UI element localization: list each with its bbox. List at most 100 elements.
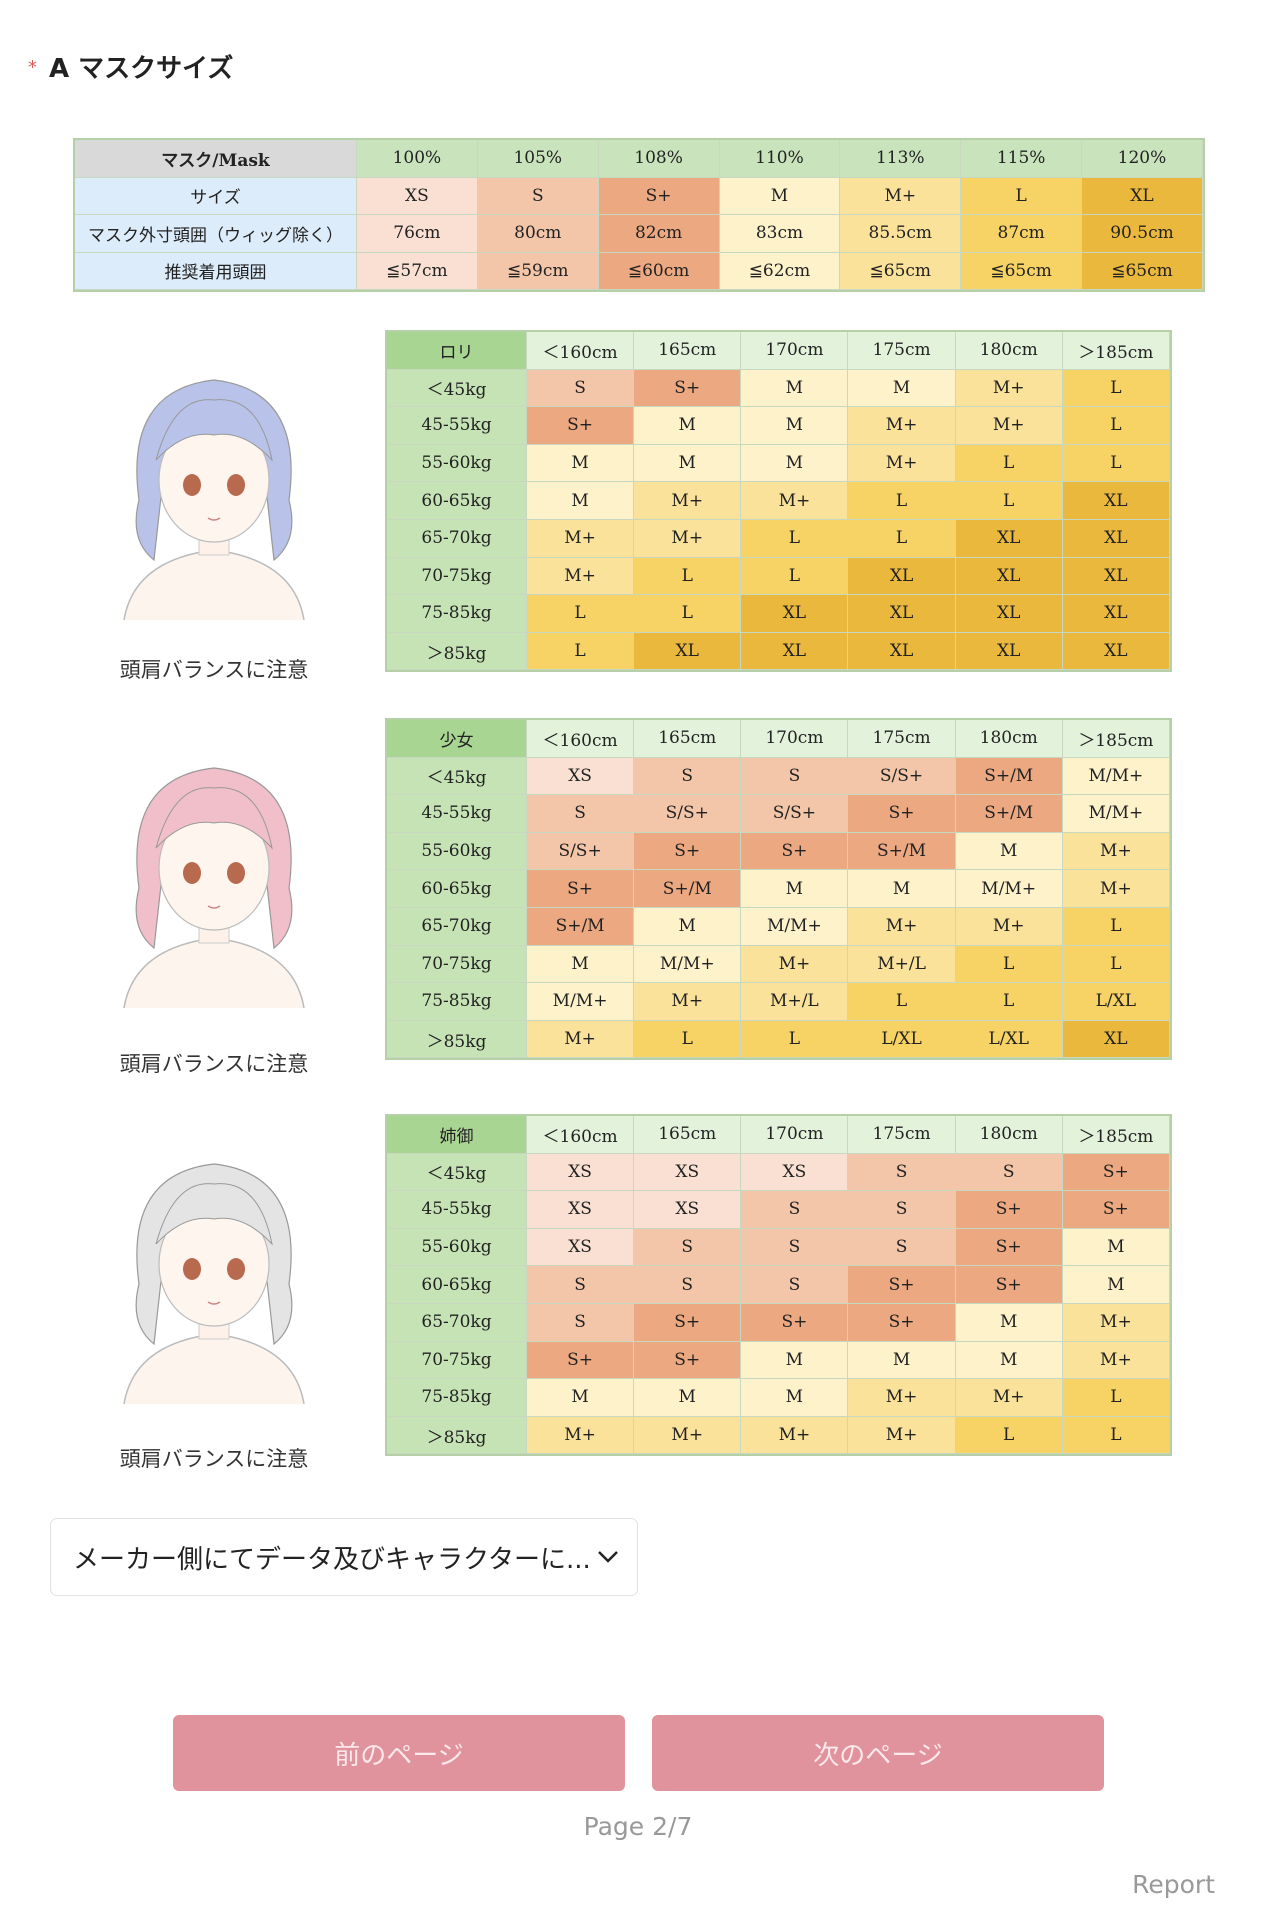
size-cell: M+ bbox=[955, 369, 1063, 408]
size-cell: XL bbox=[634, 632, 742, 671]
size-cell: M bbox=[741, 369, 849, 408]
chart-row: 45-55kg S S/S+ S/S+ S+ S+/M M/M+ bbox=[387, 795, 1170, 833]
dropdown-text: メーカー側にてデータ及びキャラクターに... bbox=[73, 1544, 591, 1575]
size-cell: M+ bbox=[741, 482, 849, 520]
row-header: 45-55kg bbox=[387, 407, 527, 445]
size-cell: S+ bbox=[848, 1303, 956, 1342]
chevron bbox=[597, 1551, 618, 1563]
size-cell: L bbox=[1062, 1379, 1170, 1417]
dropdown[interactable]: メーカー側にてデータ及びキャラクターに... bbox=[50, 1518, 638, 1596]
size-cell: XS bbox=[634, 1191, 742, 1229]
size-cell: S+ bbox=[1062, 1153, 1170, 1192]
size-cell: M bbox=[955, 1303, 1063, 1342]
size-cell: L bbox=[955, 482, 1063, 520]
size-cell: S bbox=[634, 1266, 742, 1304]
size-cell: L/XL bbox=[848, 1020, 956, 1059]
size-cell: M+ bbox=[840, 177, 962, 215]
size-cell: L bbox=[848, 519, 956, 558]
caption: 頭肩バランスに注意 bbox=[119, 1447, 309, 1471]
size-cell: L bbox=[1062, 1416, 1170, 1455]
chart-row: 75-85kg M M M M+ M+ L bbox=[387, 1379, 1170, 1417]
required-mark: * bbox=[28, 57, 37, 78]
column-header: 180cm bbox=[955, 720, 1063, 758]
size-cell: XL bbox=[1062, 557, 1170, 596]
size-cell: 83cm bbox=[719, 215, 841, 253]
size-cell: L bbox=[634, 1020, 742, 1059]
row-header: 65-70kg bbox=[387, 519, 527, 558]
corner-cell: ロリ bbox=[387, 332, 527, 370]
size-cell: M+ bbox=[634, 519, 742, 558]
size-cell: XL bbox=[1062, 1020, 1170, 1059]
size-cell: S bbox=[741, 1266, 849, 1304]
size-cell: M/M+ bbox=[527, 983, 635, 1021]
size-cell: ≦57cm bbox=[357, 252, 478, 290]
size-cell: S bbox=[848, 1153, 956, 1192]
chart-row: 70-75kg M M/M+ M+ M+/L L L bbox=[387, 945, 1170, 984]
row-header: 65-70kg bbox=[387, 907, 527, 946]
column-header: 165cm bbox=[634, 720, 742, 758]
size-cell: 80cm bbox=[477, 215, 599, 253]
size-cell: 82cm bbox=[598, 215, 720, 253]
character-portrait bbox=[123, 1163, 305, 1404]
size-cell: S+ bbox=[527, 1341, 635, 1380]
header-cell: 108% bbox=[598, 140, 720, 178]
size-cell: S+ bbox=[634, 369, 742, 408]
corner-cell: 姉御 bbox=[387, 1116, 527, 1154]
column-header: ＜160cm bbox=[527, 332, 635, 370]
column-header: ＜160cm bbox=[527, 1116, 635, 1154]
size-cell: ≦65cm bbox=[1082, 252, 1203, 290]
size-cell: S+/M bbox=[634, 870, 742, 908]
size-cell: M bbox=[1062, 1266, 1170, 1304]
chart-row: 75-85kg M/M+ M+ M+/L L L L/XL bbox=[387, 983, 1170, 1021]
character-portrait bbox=[123, 767, 305, 1008]
row-header: 55-60kg bbox=[387, 1228, 527, 1267]
prev-button[interactable]: 前のページ bbox=[173, 1715, 625, 1791]
size-cell: M+ bbox=[848, 1379, 956, 1417]
size-cell: ≦60cm bbox=[598, 252, 720, 290]
column-header: 170cm bbox=[741, 720, 849, 758]
size-cell: S+ bbox=[741, 1303, 849, 1342]
size-cell: L bbox=[741, 1020, 849, 1059]
size-cell: M+ bbox=[741, 1416, 849, 1455]
report-link[interactable]: Report bbox=[1132, 1870, 1215, 1899]
size-cell: S bbox=[634, 757, 742, 796]
size-cell: M+ bbox=[1062, 870, 1170, 908]
size-cell: M+ bbox=[527, 557, 635, 596]
row-header: 70-75kg bbox=[387, 945, 527, 984]
size-chart: 姉御 ＜160cm 165cm 170cm 175cm 180cm ＞185cm ＜45kg X… bbox=[385, 1114, 1172, 1457]
size-cell: M+ bbox=[955, 907, 1063, 946]
row-header: ＞85kg bbox=[387, 1416, 527, 1455]
row-header: 45-55kg bbox=[387, 795, 527, 833]
chart-row: 70-75kg S+ S+ M M M M+ bbox=[387, 1341, 1170, 1380]
row-header: 60-65kg bbox=[387, 482, 527, 520]
row-header: 60-65kg bbox=[387, 870, 527, 908]
column-header: 175cm bbox=[848, 1116, 956, 1154]
size-cell: XL bbox=[1062, 519, 1170, 558]
size-cell: S bbox=[741, 757, 849, 796]
size-cell: M+ bbox=[1062, 1341, 1170, 1380]
size-cell: S bbox=[741, 1228, 849, 1267]
size-cell: L bbox=[527, 632, 635, 671]
pager: Page 2/7 bbox=[583, 1812, 693, 1841]
next-button[interactable]: 次のページ bbox=[652, 1715, 1104, 1791]
size-cell: ≦59cm bbox=[477, 252, 599, 290]
caption: 頭肩バランスに注意 bbox=[119, 1052, 309, 1076]
size-cell: M bbox=[527, 444, 635, 483]
size-cell: S+/M bbox=[955, 757, 1063, 796]
size-cell: XL bbox=[1062, 482, 1170, 520]
size-cell: XL bbox=[741, 632, 849, 671]
corner-cell: 少女 bbox=[387, 720, 527, 758]
header-cell: 113% bbox=[840, 140, 962, 178]
size-cell: S+ bbox=[598, 177, 720, 215]
size-cell: XL bbox=[955, 632, 1063, 671]
chart-row: 60-65kg S+ S+/M M M M/M+ M+ bbox=[387, 870, 1170, 908]
size-cell: L bbox=[741, 519, 849, 558]
size-cell: L bbox=[634, 595, 742, 633]
size-row: 推奨着用頭囲 ≦57cm ≦59cm ≦60cm ≦62cm ≦65cm ≦65cm ≦65c… bbox=[75, 252, 1203, 290]
row-header: ＜45kg bbox=[387, 1153, 527, 1192]
size-cell: M bbox=[955, 1341, 1063, 1380]
size-cell: M+ bbox=[848, 907, 956, 946]
row-label: マスク外寸頭囲（ウィッグ除く） bbox=[75, 215, 357, 253]
size-cell: S+ bbox=[527, 870, 635, 908]
